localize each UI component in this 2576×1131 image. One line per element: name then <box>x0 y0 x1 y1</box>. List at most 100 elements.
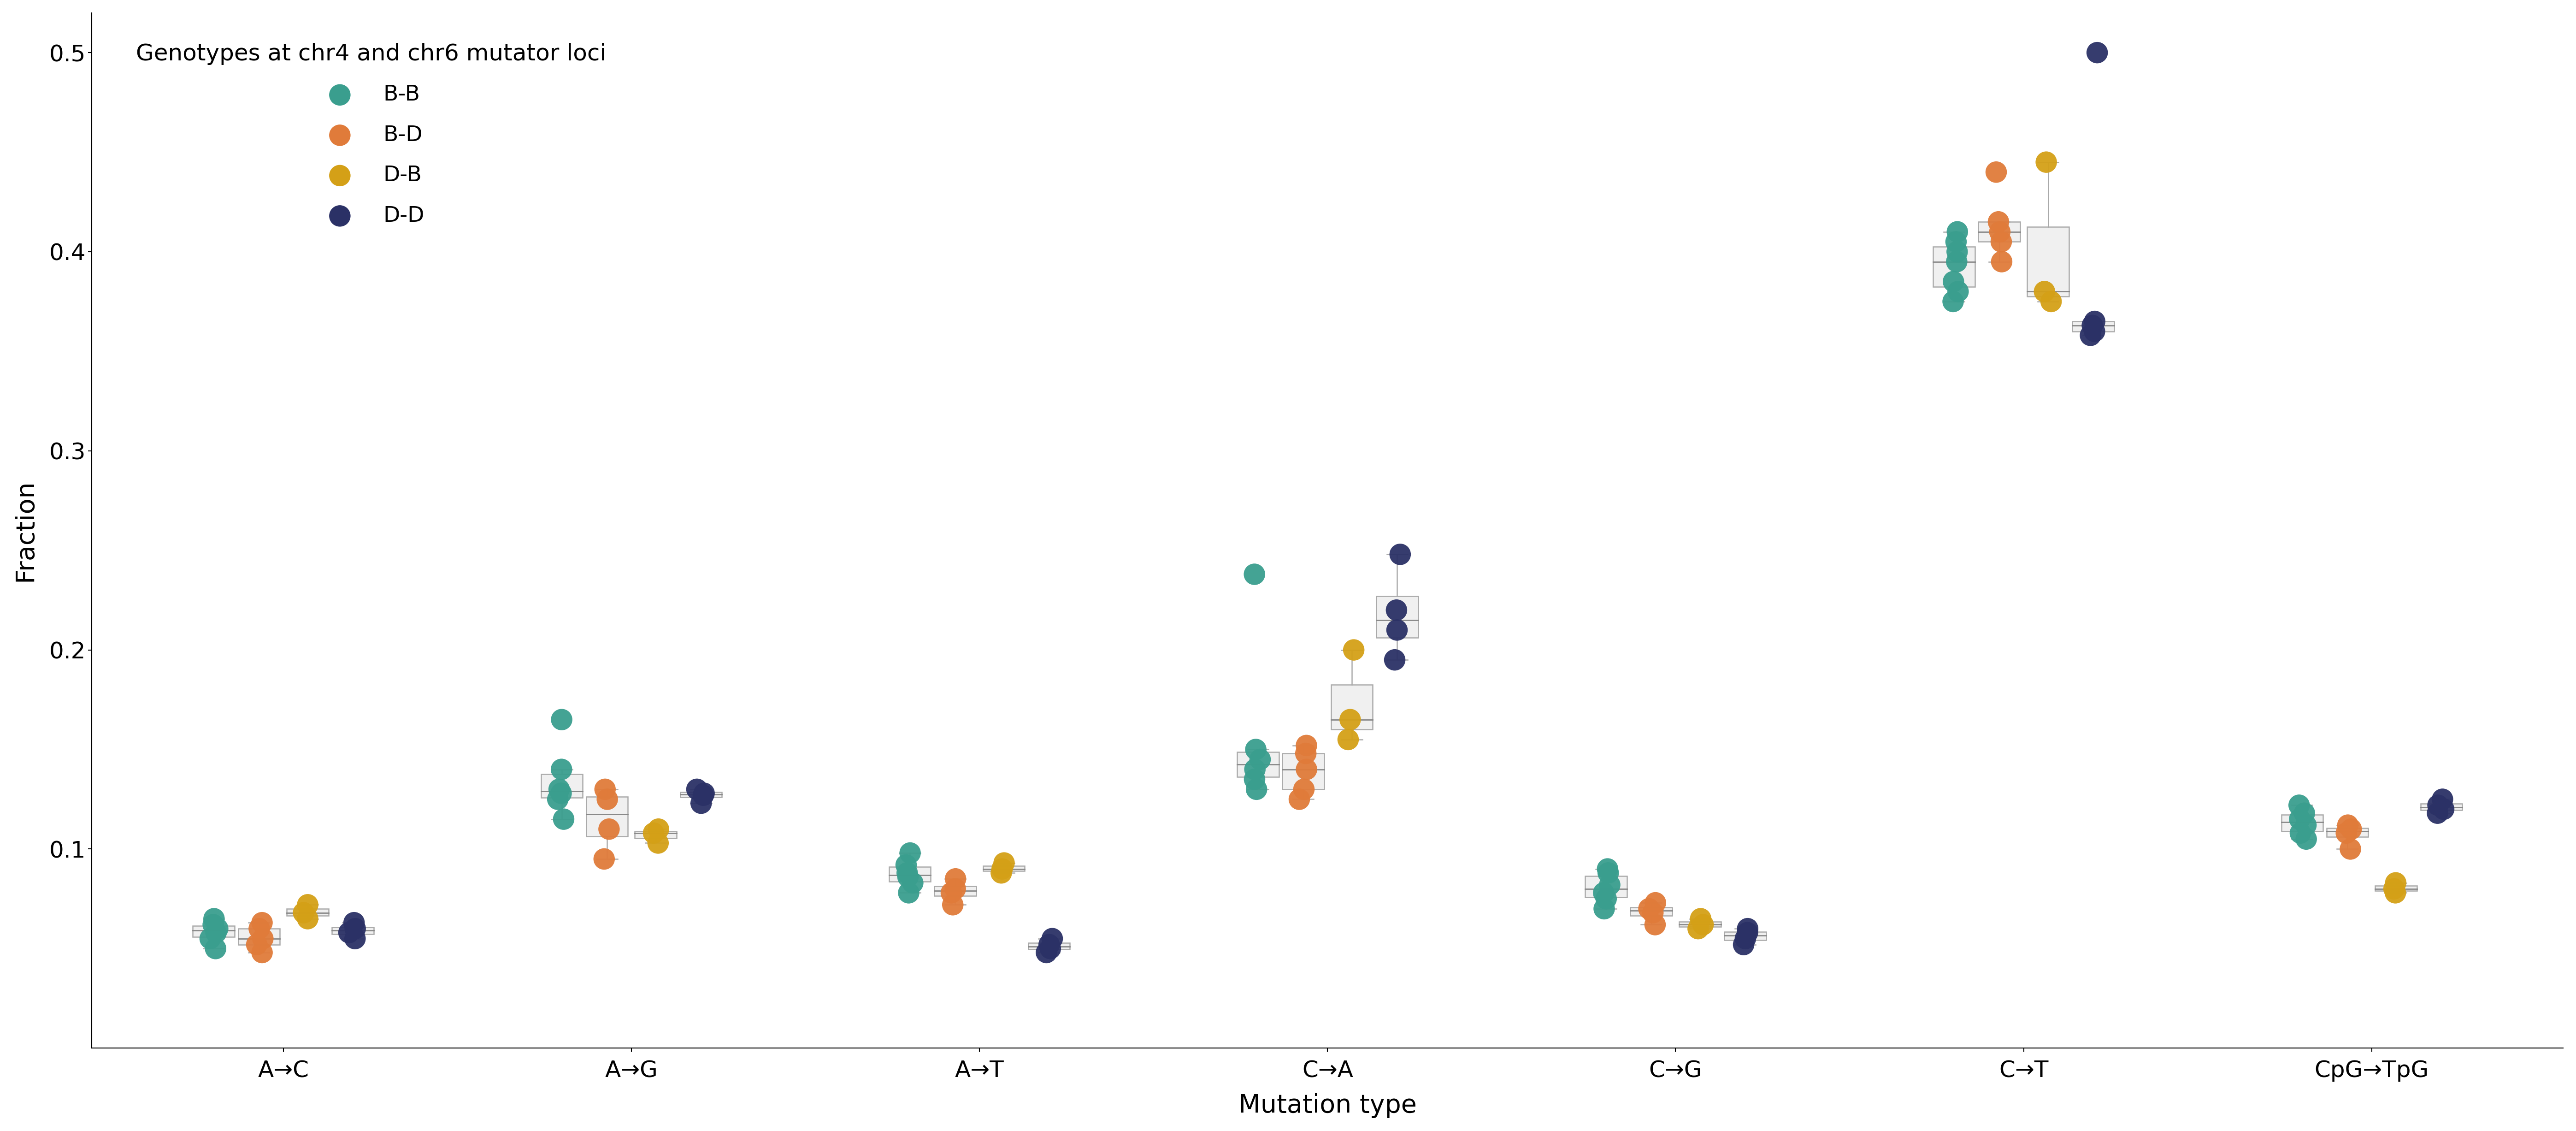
Legend: B-B, B-D, D-B, D-D: B-B, B-D, D-B, D-D <box>126 34 616 235</box>
Point <box>935 870 976 888</box>
Point <box>1234 760 1275 778</box>
Point <box>1030 940 1072 958</box>
Point <box>886 856 927 874</box>
Point <box>1636 916 1677 934</box>
Point <box>1236 780 1278 798</box>
Bar <box>193 925 234 938</box>
Point <box>1234 770 1275 788</box>
Point <box>636 834 677 852</box>
Point <box>544 810 585 828</box>
Point <box>1981 233 2022 251</box>
Bar <box>541 775 582 797</box>
Point <box>1334 641 1376 659</box>
Point <box>2071 317 2112 335</box>
Point <box>889 844 930 862</box>
Point <box>335 920 376 938</box>
Point <box>2416 796 2458 814</box>
Bar <box>680 793 721 797</box>
Point <box>242 930 283 948</box>
Point <box>1285 744 1327 762</box>
Bar <box>1376 596 1417 638</box>
Point <box>1677 920 1718 938</box>
Point <box>2326 824 2367 843</box>
Point <box>541 710 582 728</box>
Bar <box>634 831 677 838</box>
Point <box>1937 283 1978 301</box>
Bar <box>1680 922 1721 926</box>
Point <box>1937 243 1978 261</box>
Bar <box>1978 222 2020 242</box>
Point <box>1976 163 2017 181</box>
Point <box>2285 804 2326 822</box>
Point <box>1932 293 1973 311</box>
Point <box>680 794 721 812</box>
Bar <box>1723 932 1767 940</box>
Point <box>981 860 1023 878</box>
Bar <box>2282 814 2324 831</box>
Point <box>283 904 325 922</box>
Bar <box>237 929 281 944</box>
Point <box>327 924 368 942</box>
Bar <box>286 908 330 916</box>
Point <box>2285 830 2326 848</box>
Point <box>677 780 719 798</box>
Point <box>1329 710 1370 728</box>
Point <box>2424 800 2465 818</box>
Point <box>538 780 580 798</box>
Bar <box>332 927 374 934</box>
Point <box>1381 545 1422 563</box>
Bar <box>587 796 629 837</box>
Point <box>1726 924 1767 942</box>
Point <box>286 896 327 914</box>
Point <box>196 924 237 942</box>
Point <box>2074 322 2115 340</box>
Point <box>1937 223 1978 241</box>
Point <box>242 914 283 932</box>
Point <box>1587 864 1628 882</box>
Point <box>1935 233 1976 251</box>
Point <box>1937 252 1978 270</box>
Point <box>2280 824 2321 843</box>
Bar <box>2074 321 2115 331</box>
Point <box>587 791 629 809</box>
Point <box>935 880 976 898</box>
Point <box>683 786 724 804</box>
Point <box>886 864 927 882</box>
Point <box>1327 731 1368 749</box>
Point <box>2285 817 2326 835</box>
Point <box>891 874 933 892</box>
Point <box>2416 804 2458 822</box>
Point <box>242 943 283 961</box>
Point <box>1283 780 1324 798</box>
Point <box>1682 916 1723 934</box>
Bar <box>1332 684 1373 729</box>
Point <box>1584 883 1625 901</box>
Point <box>198 920 240 938</box>
Point <box>981 864 1023 882</box>
Point <box>1285 736 1327 754</box>
Bar <box>1932 247 1976 286</box>
Point <box>1278 791 1319 809</box>
Point <box>1723 935 1765 953</box>
Point <box>889 883 930 901</box>
Point <box>1239 750 1280 768</box>
Bar <box>984 866 1025 871</box>
Point <box>1376 601 1417 619</box>
Point <box>286 909 327 927</box>
Bar <box>2421 804 2463 810</box>
Point <box>2074 312 2115 330</box>
Point <box>2030 293 2071 311</box>
Point <box>2329 840 2370 858</box>
Point <box>1978 223 2020 241</box>
Point <box>1981 252 2022 270</box>
Point <box>1978 213 2020 231</box>
Point <box>930 883 971 901</box>
Point <box>196 940 237 958</box>
Point <box>2025 283 2066 301</box>
Point <box>2375 883 2416 901</box>
Point <box>1373 650 1414 668</box>
Point <box>1633 904 1674 922</box>
X-axis label: Mutation type: Mutation type <box>1239 1094 1417 1119</box>
Point <box>237 935 278 953</box>
Point <box>639 820 680 838</box>
